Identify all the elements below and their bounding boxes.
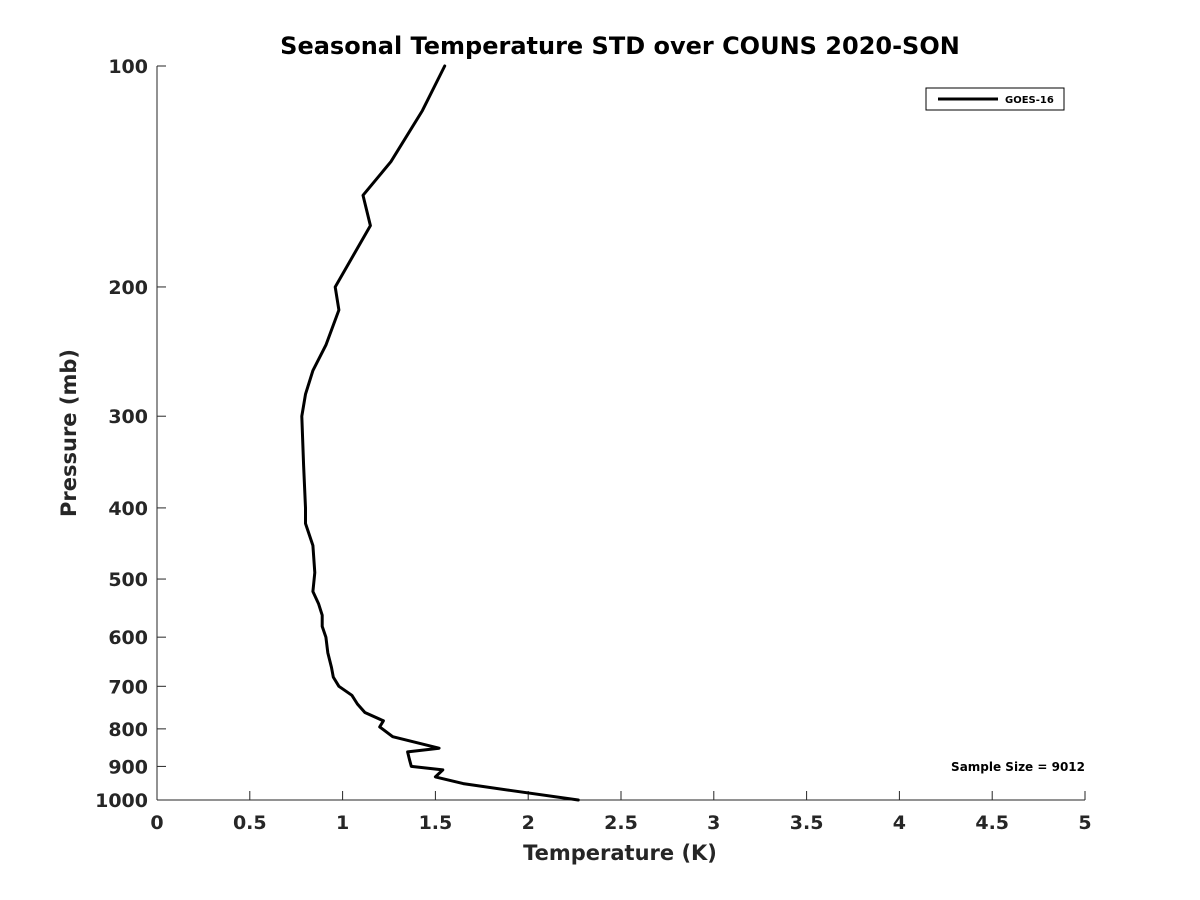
y-axis-label: Pressure (mb) — [57, 349, 81, 517]
y-tick-label: 200 — [108, 277, 148, 299]
x-tick-label: 3.5 — [790, 812, 824, 834]
legend-label-goes-16: GOES-16 — [1005, 95, 1054, 106]
y-tick-label: 100 — [108, 56, 148, 78]
x-tick-label: 1.5 — [419, 812, 453, 834]
y-tick-label: 600 — [108, 627, 148, 649]
x-tick-label: 0.5 — [233, 812, 267, 834]
y-tick-label: 400 — [108, 498, 148, 520]
x-tick-label: 1 — [336, 812, 349, 834]
x-tick-label: 2.5 — [604, 812, 638, 834]
x-tick-label: 3 — [707, 812, 720, 834]
chart-title: Seasonal Temperature STD over COUNS 2020… — [280, 32, 960, 60]
sample-size-annotation: Sample Size = 9012 — [951, 760, 1085, 774]
y-tick-label: 900 — [108, 756, 148, 778]
x-tick-label: 4.5 — [975, 812, 1009, 834]
x-tick-label: 4 — [893, 812, 906, 834]
y-tick-label: 1000 — [95, 790, 148, 812]
y-tick-label: 700 — [108, 676, 148, 698]
series-layer — [300, 64, 580, 802]
y-tick-label: 300 — [108, 406, 148, 428]
x-axis-label: Temperature (K) — [523, 841, 717, 865]
legend: GOES-16 — [925, 87, 1065, 111]
y-tick-label: 800 — [108, 719, 148, 741]
x-tick-label: 0 — [150, 812, 163, 834]
axes: 0 0.5 1 1.5 2 2.5 3 3.5 4 4.5 5 100 200 300 400 500 600 7… — [95, 56, 1092, 834]
x-tick-label: 2 — [522, 812, 535, 834]
y-tick-label: 500 — [108, 569, 148, 591]
x-tick-label: 5 — [1078, 812, 1091, 834]
series-line-goes-16 — [300, 64, 580, 802]
